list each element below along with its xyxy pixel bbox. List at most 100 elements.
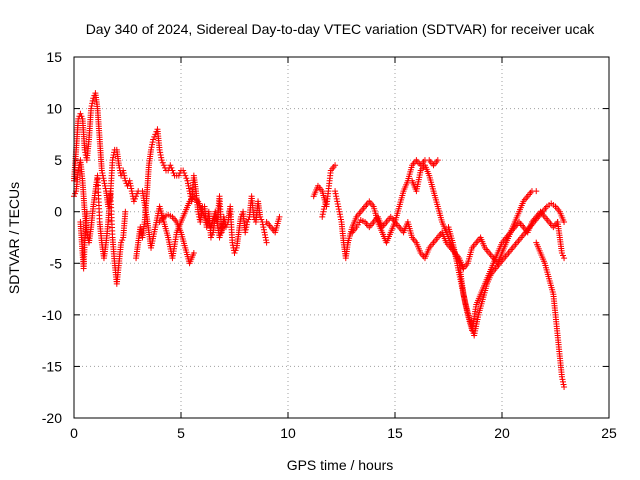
- data-point: [185, 182, 192, 189]
- data-point: [127, 180, 134, 187]
- series-arc-o: [488, 200, 568, 277]
- data-point: [263, 237, 270, 244]
- data-point: [75, 167, 82, 174]
- data-point: [148, 146, 155, 153]
- data-point: [533, 188, 540, 195]
- data-point: [245, 216, 252, 223]
- data-point: [89, 100, 96, 107]
- data-point: [120, 167, 127, 174]
- data-point: [89, 97, 96, 104]
- x-tick-label: 10: [280, 425, 296, 441]
- data-point: [100, 175, 107, 182]
- data-point: [109, 157, 116, 164]
- x-tick-label: 0: [70, 425, 78, 441]
- plot-frame: [73, 56, 610, 419]
- data-point: [190, 249, 197, 256]
- data-point: [101, 180, 108, 187]
- data-point: [337, 213, 344, 220]
- data-point: [243, 224, 250, 231]
- data-point: [258, 216, 265, 223]
- data-point: [323, 198, 330, 205]
- data-point: [559, 252, 566, 259]
- data-point: [134, 190, 141, 197]
- data-point: [337, 216, 344, 223]
- data-point: [182, 172, 189, 179]
- data-point: [100, 177, 107, 184]
- y-tick-label: -10: [42, 307, 62, 323]
- data-point: [122, 208, 129, 215]
- series-arc-j: [332, 188, 351, 262]
- data-point: [320, 206, 327, 213]
- data-point: [332, 190, 339, 197]
- data-point: [186, 185, 193, 192]
- data-point: [242, 226, 249, 233]
- data-point: [121, 175, 128, 182]
- x-tick-label: 15: [387, 425, 403, 441]
- series-arc-c: [77, 208, 90, 272]
- data-point: [157, 149, 164, 156]
- series-arc-f: [156, 211, 197, 267]
- data-point: [78, 113, 85, 120]
- data-point: [88, 102, 95, 109]
- data-point: [220, 213, 227, 220]
- data-point: [128, 188, 135, 195]
- data-point: [158, 157, 165, 164]
- x-tick-label: 20: [494, 425, 510, 441]
- series-arc-p: [533, 239, 568, 391]
- data-point: [209, 231, 216, 238]
- x-tick-label: 5: [177, 425, 185, 441]
- data-point: [257, 213, 264, 220]
- data-point: [83, 208, 90, 215]
- data-point: [99, 172, 106, 179]
- y-tick-label: 5: [54, 152, 62, 168]
- data-point: [229, 239, 236, 246]
- data-point: [259, 221, 266, 228]
- data-point: [99, 170, 106, 177]
- data-point: [128, 185, 135, 192]
- data-point: [118, 239, 125, 246]
- data-point: [130, 198, 137, 205]
- data-point: [332, 188, 339, 195]
- data-point: [232, 247, 239, 254]
- data-point: [260, 226, 267, 233]
- data-point: [242, 229, 249, 236]
- data-point: [127, 182, 134, 189]
- data-point: [561, 384, 568, 391]
- data-point: [561, 255, 568, 262]
- data-point: [168, 164, 175, 171]
- data-point: [180, 167, 187, 174]
- data-point: [335, 203, 342, 210]
- data-point: [319, 213, 326, 220]
- data-point: [170, 170, 177, 177]
- series-arc-e: [139, 188, 227, 262]
- data-point: [263, 239, 270, 246]
- data-point: [333, 193, 340, 200]
- series-arc-l: [349, 208, 561, 272]
- data-point: [320, 208, 327, 215]
- tick-label-layer: 0 5 10 15 20 25 -20 -15 -10 -5 0 5 10 15: [42, 49, 617, 441]
- data-point: [243, 221, 250, 228]
- data-point: [88, 105, 95, 112]
- data-point: [110, 151, 117, 158]
- data-point: [102, 182, 109, 189]
- series-arc-a: [71, 90, 142, 210]
- data-point: [77, 110, 84, 117]
- data-point: [276, 213, 283, 220]
- data-point: [335, 206, 342, 213]
- grid-layer: [74, 57, 609, 418]
- data-points-layer: [71, 90, 568, 391]
- data-point: [231, 249, 238, 256]
- data-point: [336, 211, 343, 218]
- series-arc-i: [319, 198, 330, 220]
- data-point: [336, 208, 343, 215]
- series-arc-h: [310, 162, 339, 210]
- data-point: [560, 381, 567, 388]
- data-point: [98, 167, 105, 174]
- data-point: [120, 170, 127, 177]
- data-point: [133, 193, 140, 200]
- data-point: [181, 170, 188, 177]
- data-point: [261, 229, 268, 236]
- data-point: [149, 139, 156, 146]
- data-point: [183, 175, 190, 182]
